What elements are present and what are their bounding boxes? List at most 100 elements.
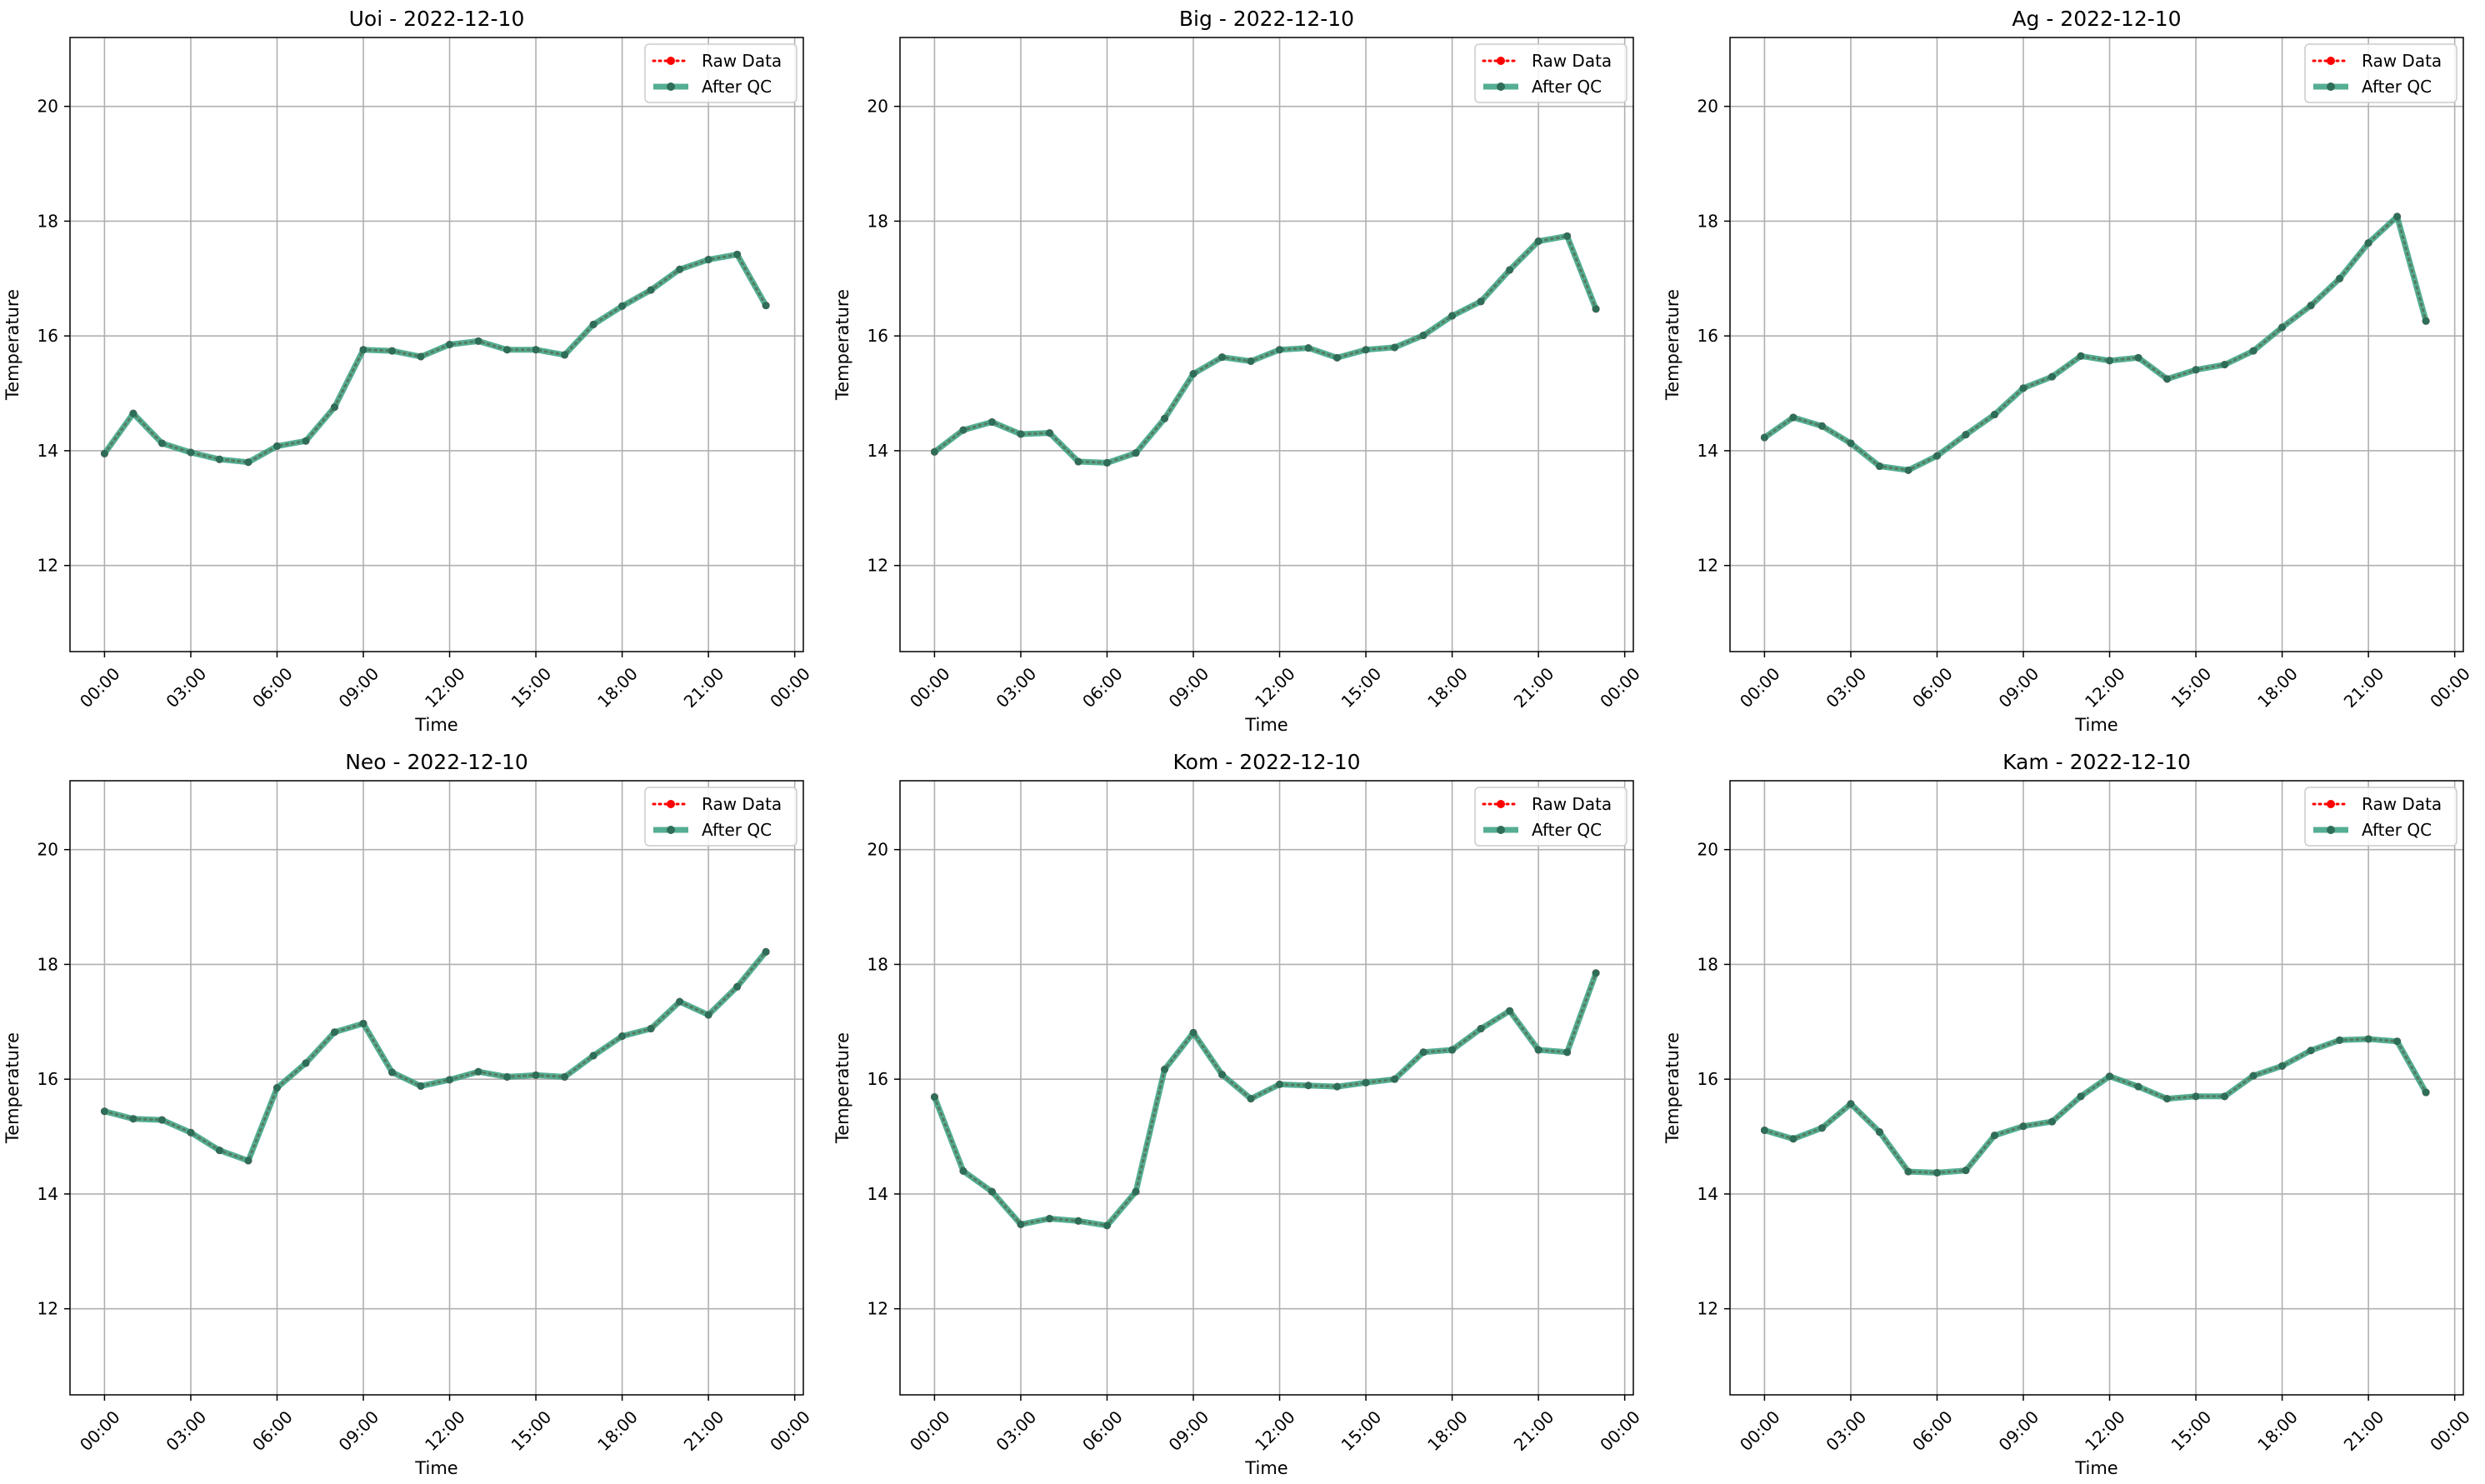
legend-marker-raw-data xyxy=(667,57,675,65)
x-tick-label: 06:00 xyxy=(248,1407,297,1455)
after-qc-point xyxy=(1419,331,1428,339)
after-qc-point xyxy=(561,1072,569,1081)
x-tick-label: 06:00 xyxy=(1078,663,1127,712)
after-qc-point xyxy=(647,286,655,294)
after-qc-point xyxy=(2249,1072,2258,1080)
after-qc-point xyxy=(2278,323,2287,332)
after-qc-point xyxy=(1218,353,1227,362)
after-qc-point xyxy=(647,1025,655,1033)
after-qc-point xyxy=(589,320,598,328)
x-tick-label: 03:00 xyxy=(1822,1407,1870,1455)
panel-2: 12 14 16 18 20 00:00 03:00 06:00 09:00 12:00 15:00… xyxy=(1662,7,2474,735)
after-qc-point xyxy=(2077,352,2085,360)
axes-frame xyxy=(69,780,804,1396)
after-qc-point xyxy=(618,302,627,310)
x-tick-label: 12:00 xyxy=(2081,663,2129,712)
legend-label: Raw Data xyxy=(702,51,782,71)
x-tick-label: 00:00 xyxy=(906,663,954,712)
after-qc-point xyxy=(1017,1220,1025,1228)
after-qc-point xyxy=(2106,1072,2114,1081)
after-qc-point xyxy=(2393,1037,2402,1046)
chart-title: Kom - 2022-12-10 xyxy=(1173,750,1361,774)
y-tick-label: 12 xyxy=(1698,1299,1718,1319)
after-qc-point xyxy=(1102,458,1111,467)
series-line-after-qc xyxy=(1762,213,2429,473)
x-tick-label: 03:00 xyxy=(992,1407,1040,1455)
x-tick-label: 06:00 xyxy=(1078,1407,1127,1455)
x-tick-label: 00:00 xyxy=(76,663,124,712)
after-qc-point xyxy=(959,1167,968,1175)
legend: Raw Data After QC xyxy=(644,787,798,847)
after-qc-point xyxy=(733,982,742,991)
x-tick-label: 00:00 xyxy=(766,1407,814,1455)
after-qc-point xyxy=(704,256,712,264)
x-tick-label: 06:00 xyxy=(1908,1407,1957,1455)
after-qc-point xyxy=(1189,370,1198,378)
after-qc-point xyxy=(1847,439,1855,447)
x-tick-label: 18:00 xyxy=(2253,663,2302,712)
after-qc-point xyxy=(1990,411,1998,419)
legend-marker-raw-data xyxy=(667,800,675,808)
x-axis-label: Time xyxy=(2074,715,2118,735)
y-tick-label: 20 xyxy=(868,97,888,117)
legend-label: After QC xyxy=(702,77,772,97)
series-line-raw-data xyxy=(1762,214,2428,472)
after-qc-point xyxy=(1333,353,1342,362)
x-tick-label: 12:00 xyxy=(1251,1407,1299,1455)
legend-label: After QC xyxy=(702,820,772,840)
after-qc-point xyxy=(1132,1187,1140,1196)
series-line-after-qc xyxy=(1763,1036,2429,1176)
after-qc-point xyxy=(1962,431,1970,439)
after-qc-point xyxy=(1477,297,1485,306)
after-qc-point xyxy=(129,409,138,417)
after-qc-point xyxy=(1563,1048,1572,1057)
x-tick-label: 00:00 xyxy=(1736,1407,1784,1455)
after-qc-point xyxy=(1304,344,1312,352)
x-tick-label: 06:00 xyxy=(248,663,297,712)
x-tick-label: 21:00 xyxy=(1510,663,1558,712)
after-qc-point xyxy=(1132,449,1140,457)
after-qc-point xyxy=(2192,1092,2200,1101)
legend-marker-after-qc xyxy=(1497,826,1505,834)
x-tick-label: 00:00 xyxy=(2426,663,2474,712)
x-tick-label: 00:00 xyxy=(1596,663,1644,712)
y-axis-label: Temperature xyxy=(2,289,22,401)
after-qc-point xyxy=(1160,414,1168,422)
axes-frame xyxy=(899,780,1634,1396)
after-qc-point xyxy=(532,1071,540,1079)
y-tick-label: 12 xyxy=(868,556,888,576)
after-qc-point xyxy=(1102,1222,1111,1230)
after-qc-point xyxy=(1534,237,1542,246)
after-qc-point xyxy=(359,346,368,354)
after-qc-point xyxy=(762,947,770,956)
axes-frame xyxy=(899,37,1634,652)
x-tick-label: 15:00 xyxy=(1338,663,1386,712)
x-tick-label: 12:00 xyxy=(1251,663,1299,712)
x-tick-label: 18:00 xyxy=(1423,1407,1472,1455)
y-tick-label: 16 xyxy=(38,1069,58,1089)
panel-3: 12 14 16 18 20 00:00 03:00 06:00 09:00 12:00 15:00… xyxy=(2,750,814,1478)
after-qc-point xyxy=(1932,1168,1941,1177)
series-line-after-qc xyxy=(102,251,769,466)
after-qc-point xyxy=(733,250,742,258)
y-axis-label: Temperature xyxy=(832,1032,852,1144)
after-qc-point xyxy=(272,442,281,450)
y-tick-label: 14 xyxy=(38,441,58,461)
after-qc-point xyxy=(1904,1167,1912,1176)
after-qc-point xyxy=(1074,457,1082,466)
legend-marker-after-qc xyxy=(667,82,675,91)
after-qc-point xyxy=(474,337,482,345)
x-axis-label: Time xyxy=(414,1458,458,1478)
after-qc-point xyxy=(302,1059,310,1067)
after-qc-point xyxy=(2307,1047,2315,1055)
axes-frame xyxy=(1729,780,2464,1396)
after-qc-point xyxy=(930,1093,938,1102)
legend-marker-raw-data xyxy=(2327,57,2335,65)
after-qc-point xyxy=(2106,357,2114,365)
x-tick-label: 09:00 xyxy=(335,1407,383,1455)
after-qc-point xyxy=(2077,1092,2085,1101)
y-tick-label: 18 xyxy=(1698,211,1718,231)
after-qc-point xyxy=(1391,343,1399,352)
after-qc-point xyxy=(1045,1215,1053,1223)
